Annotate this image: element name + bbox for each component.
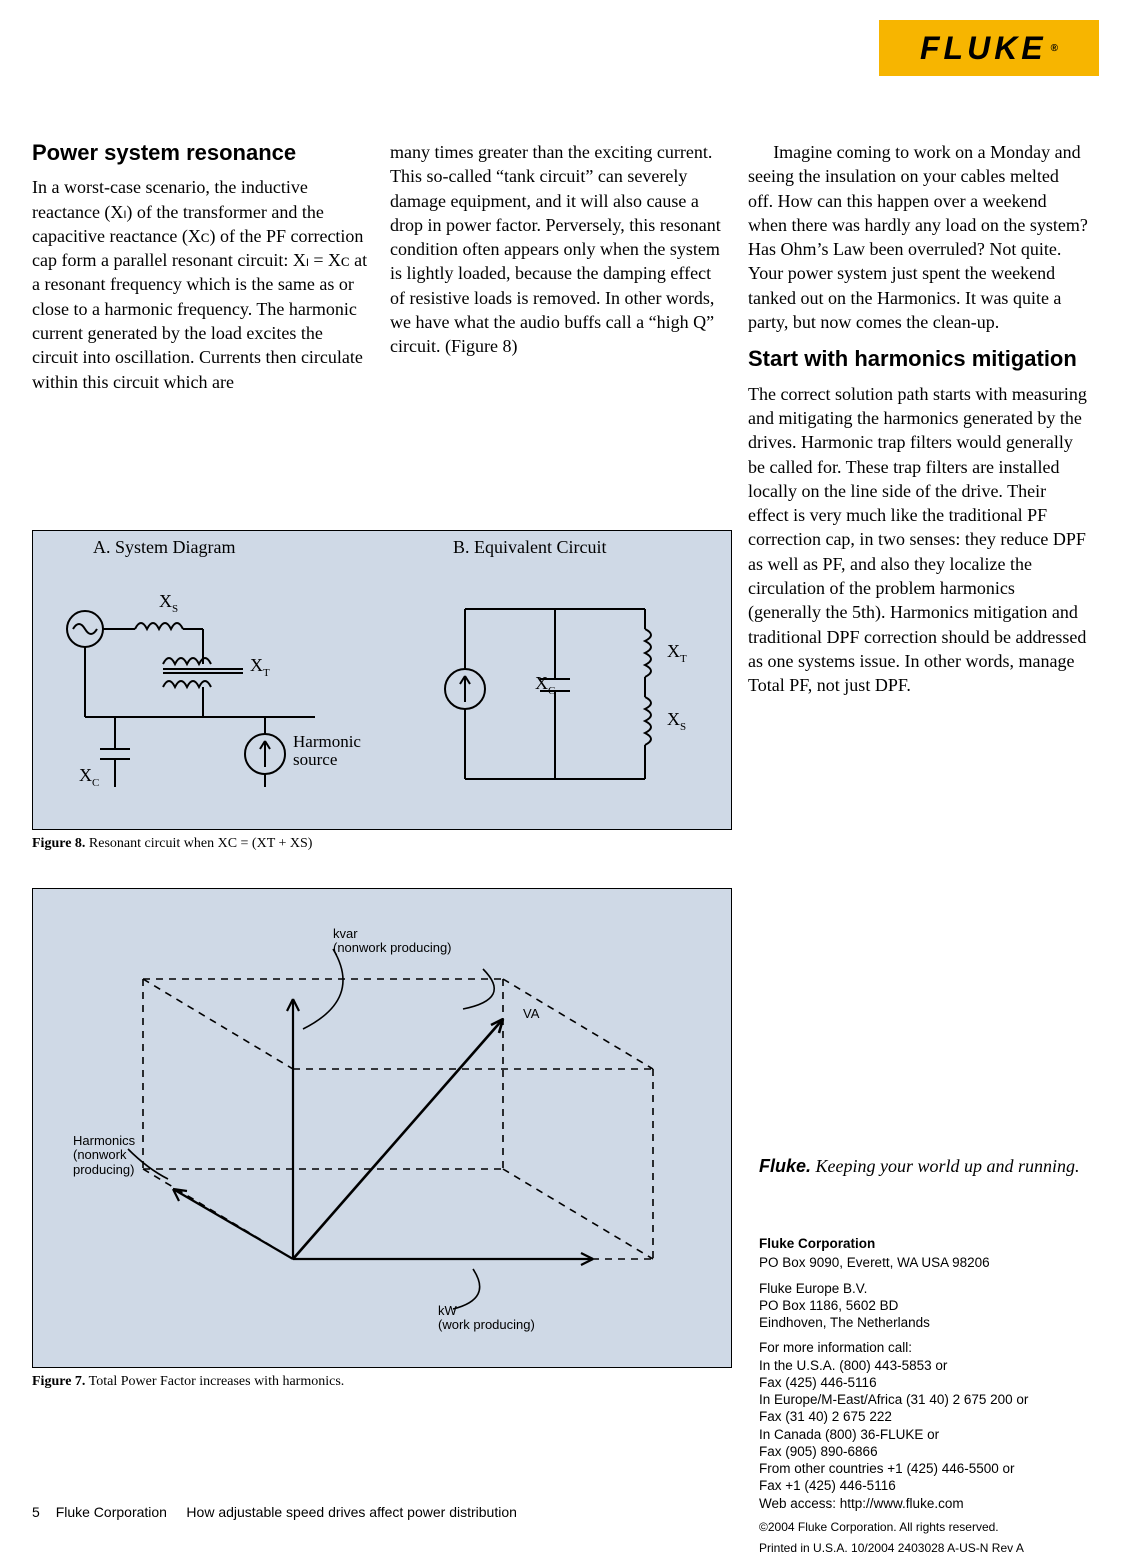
fig7-svg bbox=[33, 889, 731, 1367]
tagline: Fluke. Keeping your world up and running… bbox=[759, 1155, 1099, 1178]
figure-7: kvar(nonwork producing) VA kW(work produ… bbox=[32, 888, 732, 1368]
contact-block: Fluke Corporation PO Box 9090, Everett, … bbox=[759, 1235, 1099, 1557]
contact-ca-fax: Fax (905) 890-6866 bbox=[759, 1443, 1099, 1460]
contact-other-fax: Fax +1 (425) 446-5116 bbox=[759, 1477, 1099, 1494]
page-footer: 5 Fluke Corporation How adjustable speed… bbox=[32, 1504, 517, 1520]
brand-name: FLUKE bbox=[920, 30, 1047, 67]
figure-8: A. System Diagram B. Equivalent Circuit bbox=[32, 530, 732, 830]
footer-org: Fluke Corporation bbox=[56, 1504, 167, 1520]
contact-copyright: ©2004 Fluke Corporation. All rights rese… bbox=[759, 1520, 1099, 1535]
contact-eu2: PO Box 1186, 5602 BD bbox=[759, 1297, 1099, 1314]
footer-title: How adjustable speed drives affect power… bbox=[186, 1504, 516, 1520]
contact-other: From other countries +1 (425) 446-5500 o… bbox=[759, 1460, 1099, 1477]
column-3: Imagine coming to work on a Monday and s… bbox=[748, 140, 1088, 704]
fig8-title-a: A. System Diagram bbox=[93, 537, 235, 558]
svg-text:source: source bbox=[293, 750, 337, 769]
tagline-brand: Fluke. bbox=[759, 1156, 811, 1176]
fig7-label-harm: Harmonics(nonworkproducing) bbox=[73, 1134, 135, 1177]
contact-addr1: PO Box 9090, Everett, WA USA 98206 bbox=[759, 1254, 1099, 1271]
svg-text:XT: XT bbox=[250, 655, 270, 679]
fig8-caption: Figure 8. Resonant circuit when XC = (XT… bbox=[32, 836, 732, 852]
contact-print: Printed in U.S.A. 10/2004 2403028 A-US-N… bbox=[759, 1541, 1099, 1556]
fig7-label-kw: kW(work producing) bbox=[438, 1304, 535, 1333]
contact-usa-fax: Fax (425) 446-5116 bbox=[759, 1374, 1099, 1391]
contact-eu1: Fluke Europe B.V. bbox=[759, 1280, 1099, 1297]
col2-text: many times greater than the exciting cur… bbox=[390, 140, 730, 359]
svg-text:XT: XT bbox=[667, 641, 687, 665]
fig7-label-va: VA bbox=[523, 1007, 539, 1021]
brand-badge: FLUKE ® bbox=[879, 20, 1099, 76]
fig8-caption-label: Figure 8. bbox=[32, 836, 85, 851]
svg-text:XS: XS bbox=[159, 591, 178, 615]
contact-ca: In Canada (800) 36-FLUKE or bbox=[759, 1426, 1099, 1443]
heading-power-resonance: Power system resonance bbox=[32, 140, 372, 165]
contact-eu-fax: Fax (31 40) 2 675 222 bbox=[759, 1408, 1099, 1425]
fig7-label-kvar: kvar(nonwork producing) bbox=[333, 927, 452, 956]
contact-eu3: Eindhoven, The Netherlands bbox=[759, 1314, 1099, 1331]
contact-usa: In the U.S.A. (800) 443-5853 or bbox=[759, 1357, 1099, 1374]
col3-body: The correct solution path starts with me… bbox=[748, 382, 1088, 698]
heading-mitigation: Start with harmonics mitigation bbox=[748, 346, 1088, 371]
registered-mark: ® bbox=[1051, 43, 1058, 54]
fig7-caption: Figure 7. Total Power Factor increases w… bbox=[32, 1374, 732, 1390]
svg-text:XC: XC bbox=[79, 765, 99, 789]
col1-text: In a worst-case scenario, the inductive … bbox=[32, 175, 372, 394]
contact-more: For more information call: bbox=[759, 1339, 1099, 1356]
figures-stack: A. System Diagram B. Equivalent Circuit bbox=[32, 530, 732, 1390]
contact-eu-phone: In Europe/M-East/Africa (31 40) 2 675 20… bbox=[759, 1391, 1099, 1408]
contact-corp: Fluke Corporation bbox=[759, 1235, 1099, 1252]
figure-7-wrap: kvar(nonwork producing) VA kW(work produ… bbox=[32, 888, 732, 1390]
col3-intro: Imagine coming to work on a Monday and s… bbox=[748, 140, 1088, 334]
fig7-caption-label: Figure 7. bbox=[32, 1374, 85, 1389]
svg-text:XS: XS bbox=[667, 709, 686, 733]
svg-text:XC: XC bbox=[535, 673, 555, 697]
footer-page-num: 5 bbox=[32, 1504, 40, 1520]
svg-text:Harmonic: Harmonic bbox=[293, 732, 361, 751]
fig8-svg: XS XT XC Harmonic source bbox=[55, 549, 715, 809]
tagline-text: Keeping your world up and running. bbox=[816, 1156, 1080, 1176]
fig8-title-b: B. Equivalent Circuit bbox=[453, 537, 606, 558]
fig8-caption-text: Resonant circuit when XC = (XT + XS) bbox=[89, 836, 313, 851]
fig7-caption-text: Total Power Factor increases with harmon… bbox=[89, 1374, 345, 1389]
contact-web: Web access: http://www.fluke.com bbox=[759, 1495, 1099, 1512]
